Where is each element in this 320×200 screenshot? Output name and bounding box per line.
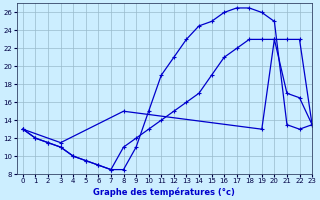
X-axis label: Graphe des températures (°c): Graphe des températures (°c) [93,187,235,197]
